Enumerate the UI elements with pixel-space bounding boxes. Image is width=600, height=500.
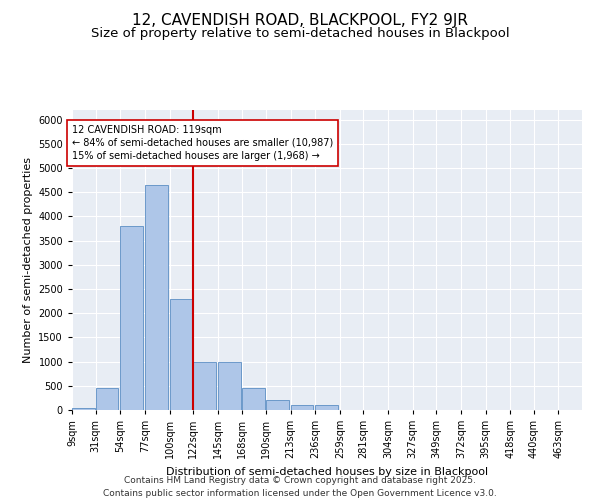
- X-axis label: Distribution of semi-detached houses by size in Blackpool: Distribution of semi-detached houses by …: [166, 466, 488, 476]
- Bar: [145, 185, 168, 410]
- Bar: [266, 400, 289, 410]
- Bar: [218, 362, 241, 410]
- Text: 12, CAVENDISH ROAD, BLACKPOOL, FY2 9JR: 12, CAVENDISH ROAD, BLACKPOOL, FY2 9JR: [132, 12, 468, 28]
- Bar: [315, 405, 338, 410]
- Bar: [120, 226, 143, 410]
- Bar: [290, 404, 313, 410]
- Text: Size of property relative to semi-detached houses in Blackpool: Size of property relative to semi-detach…: [91, 28, 509, 40]
- Text: Contains HM Land Registry data © Crown copyright and database right 2025.
Contai: Contains HM Land Registry data © Crown c…: [103, 476, 497, 498]
- Bar: [95, 388, 118, 410]
- Y-axis label: Number of semi-detached properties: Number of semi-detached properties: [23, 157, 32, 363]
- Bar: [170, 298, 193, 410]
- Bar: [193, 362, 216, 410]
- Bar: [72, 408, 95, 410]
- Text: 12 CAVENDISH ROAD: 119sqm
← 84% of semi-detached houses are smaller (10,987)
15%: 12 CAVENDISH ROAD: 119sqm ← 84% of semi-…: [72, 124, 333, 161]
- Bar: [242, 388, 265, 410]
